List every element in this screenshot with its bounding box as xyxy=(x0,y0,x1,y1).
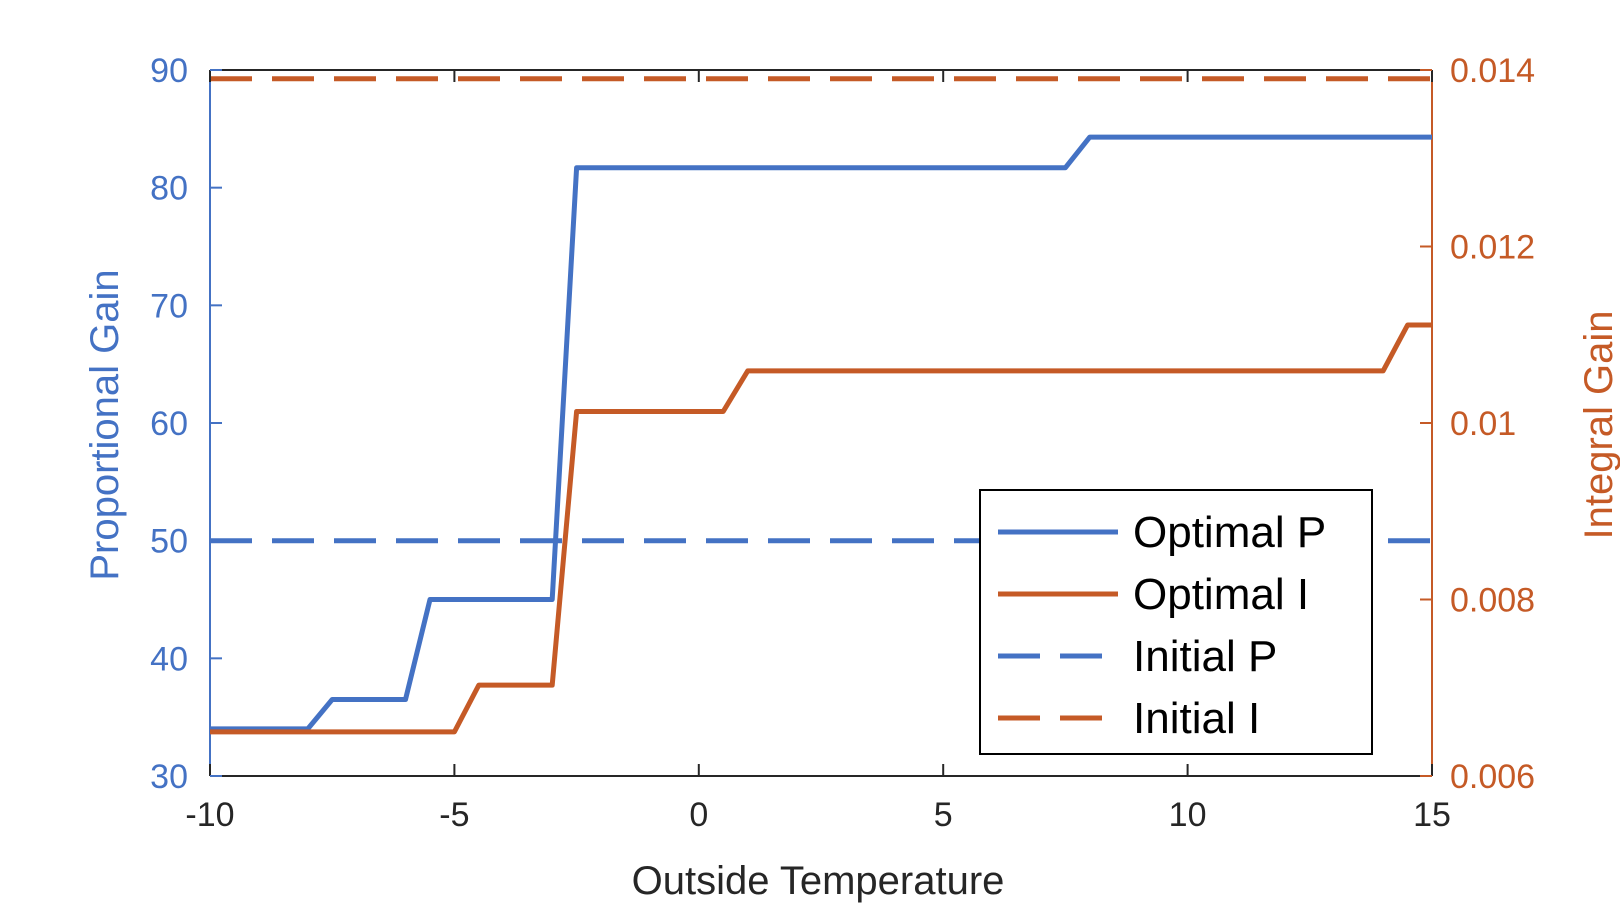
y-left-tick-label: 60 xyxy=(150,405,188,443)
legend-label: Optimal P xyxy=(1133,508,1326,557)
y-left-tick-label: 80 xyxy=(150,170,188,208)
legend: Optimal P Optimal I Initial P Initial I xyxy=(979,489,1373,755)
y-left-tick-label: 30 xyxy=(150,758,188,796)
y-left-axis-ticks: 30 40 50 60 70 80 90 xyxy=(150,52,222,796)
y-left-tick-label: 40 xyxy=(150,640,188,678)
legend-label: Optimal I xyxy=(1133,570,1309,619)
series-line-optimal-i xyxy=(210,322,1432,735)
y-right-tick-label: 0.006 xyxy=(1450,758,1535,796)
legend-label: Initial P xyxy=(1133,632,1277,681)
x-tick-label: -5 xyxy=(439,796,469,834)
y-right-axis-title: Integral Gain xyxy=(1577,310,1620,539)
y-right-axis-ticks: 0.006 0.008 0.01 0.012 0.014 xyxy=(1420,52,1535,796)
x-tick-label: 0 xyxy=(689,796,708,834)
x-tick-label: 10 xyxy=(1169,796,1207,834)
x-tick-label: -10 xyxy=(185,796,234,834)
y-right-tick-label: 0.012 xyxy=(1450,229,1535,267)
x-axis-ticks: -10 -5 0 5 10 15 xyxy=(185,70,1451,834)
y-right-tick-label: 0.014 xyxy=(1450,52,1535,90)
y-left-axis-title: Proportional Gain xyxy=(83,269,127,580)
x-axis-title: Outside Temperature xyxy=(632,859,1005,903)
x-tick-label: 15 xyxy=(1413,796,1451,834)
x-tick-label: 5 xyxy=(934,796,953,834)
series-line-optimal-p xyxy=(210,134,1432,732)
y-right-tick-label: 0.01 xyxy=(1450,405,1516,443)
legend-label: Initial I xyxy=(1133,694,1260,743)
y-right-tick-label: 0.008 xyxy=(1450,582,1535,620)
y-left-tick-label: 90 xyxy=(150,52,188,90)
y-left-tick-label: 50 xyxy=(150,523,188,561)
y-left-tick-label: 70 xyxy=(150,287,188,325)
